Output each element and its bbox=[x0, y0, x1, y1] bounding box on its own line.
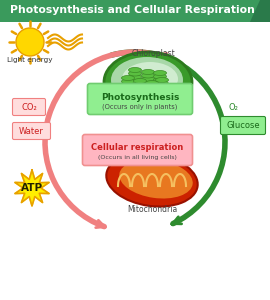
Ellipse shape bbox=[156, 81, 168, 86]
Ellipse shape bbox=[129, 71, 141, 76]
Ellipse shape bbox=[122, 62, 178, 96]
Ellipse shape bbox=[111, 57, 183, 103]
Text: Glucose: Glucose bbox=[226, 122, 260, 130]
Ellipse shape bbox=[154, 74, 167, 79]
Text: CO₂: CO₂ bbox=[21, 103, 37, 112]
Polygon shape bbox=[15, 170, 49, 206]
Text: ATP: ATP bbox=[21, 183, 43, 193]
Ellipse shape bbox=[154, 70, 167, 76]
Text: Photosynthesis and Cellular Respiration: Photosynthesis and Cellular Respiration bbox=[9, 5, 254, 15]
Ellipse shape bbox=[129, 74, 141, 80]
Text: Chloroplast: Chloroplast bbox=[131, 50, 175, 58]
Ellipse shape bbox=[122, 82, 134, 88]
Text: (Occurs in all living cells): (Occurs in all living cells) bbox=[97, 154, 176, 160]
Polygon shape bbox=[0, 0, 270, 22]
Text: Cellular respiration: Cellular respiration bbox=[91, 143, 183, 152]
Ellipse shape bbox=[133, 82, 147, 87]
Text: Water: Water bbox=[19, 127, 43, 136]
Ellipse shape bbox=[146, 84, 158, 89]
Ellipse shape bbox=[104, 52, 192, 112]
FancyBboxPatch shape bbox=[87, 83, 193, 115]
Ellipse shape bbox=[122, 76, 134, 80]
Text: Mitochondria: Mitochondria bbox=[127, 206, 177, 214]
Ellipse shape bbox=[106, 154, 198, 206]
Text: Photosynthesis: Photosynthesis bbox=[101, 94, 179, 103]
Ellipse shape bbox=[119, 160, 193, 199]
Text: O₂: O₂ bbox=[228, 103, 238, 112]
Ellipse shape bbox=[156, 85, 168, 89]
Ellipse shape bbox=[141, 76, 154, 82]
FancyBboxPatch shape bbox=[83, 134, 193, 166]
Circle shape bbox=[16, 28, 44, 56]
FancyBboxPatch shape bbox=[221, 116, 265, 134]
FancyBboxPatch shape bbox=[12, 122, 50, 140]
Polygon shape bbox=[250, 0, 270, 22]
Ellipse shape bbox=[129, 68, 141, 73]
Ellipse shape bbox=[154, 77, 167, 83]
Text: (Occurs only in plants): (Occurs only in plants) bbox=[102, 104, 178, 110]
Ellipse shape bbox=[141, 70, 154, 74]
Ellipse shape bbox=[133, 85, 147, 91]
Text: Light energy: Light energy bbox=[7, 57, 53, 63]
Ellipse shape bbox=[122, 79, 134, 84]
Ellipse shape bbox=[133, 79, 147, 83]
Ellipse shape bbox=[146, 88, 158, 92]
Ellipse shape bbox=[146, 80, 158, 86]
Ellipse shape bbox=[141, 73, 154, 78]
Ellipse shape bbox=[156, 77, 168, 83]
FancyBboxPatch shape bbox=[12, 98, 46, 116]
